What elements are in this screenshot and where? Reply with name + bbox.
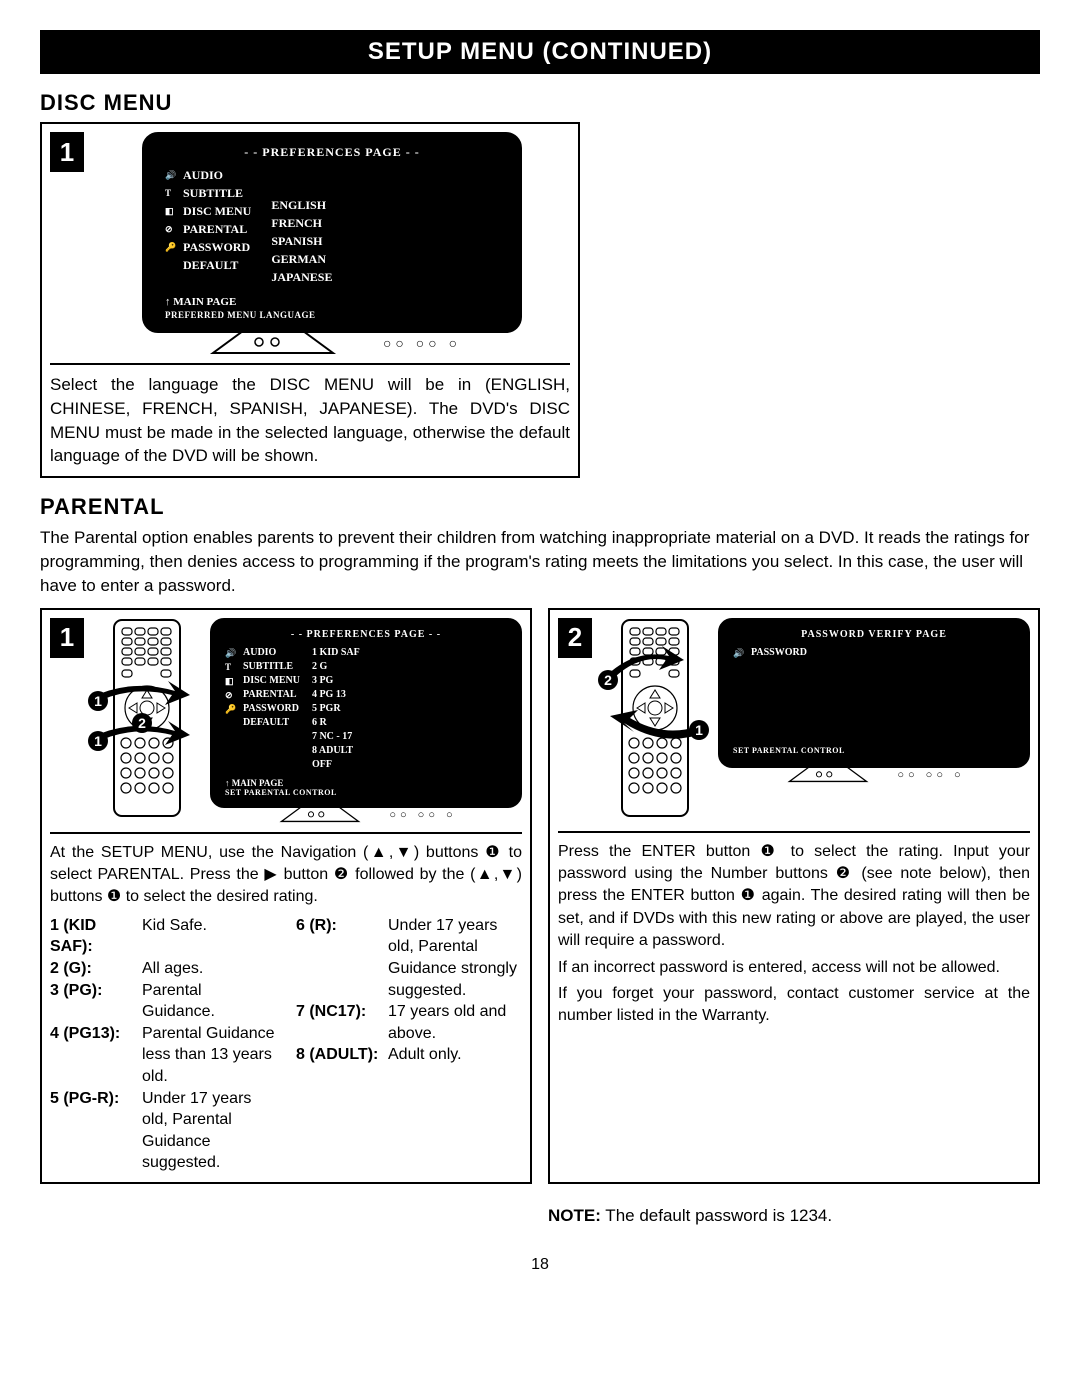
menu-item: FRENCH bbox=[271, 214, 332, 232]
step2-p2: If an incorrect password is entered, acc… bbox=[558, 957, 1030, 979]
menu-item: ⊘PARENTAL bbox=[165, 220, 251, 238]
tv-title: - - PREFERENCES PAGE - - bbox=[221, 629, 511, 640]
parental-title: PARENTAL bbox=[40, 494, 1040, 520]
tv-footer: SET PARENTAL CONTROL bbox=[729, 746, 1019, 755]
menu-item: 5 PGR bbox=[312, 702, 360, 716]
menu-item: OFF bbox=[312, 758, 360, 772]
menu-item: TSUBTITLE bbox=[165, 184, 251, 202]
menu-item: ◧DISC MENU bbox=[225, 674, 300, 688]
rating-row: 7 (NC17):17 years old and above. bbox=[296, 1001, 522, 1044]
tv-footer: PREFERRED MENU LANGUAGE bbox=[157, 308, 507, 320]
disc-menu-box: 1 - - PREFERENCES PAGE - - 🔊AUDIOTSUBTIT… bbox=[40, 122, 580, 478]
note-label: NOTE: bbox=[548, 1206, 601, 1225]
tv-screen-parental2: PASSWORD VERIFY PAGE 🔊PASSWORD SET PAREN… bbox=[718, 618, 1030, 768]
tv-title: - - PREFERENCES PAGE - - bbox=[157, 145, 507, 160]
menu-item: 6 R bbox=[312, 716, 360, 730]
tv-title: PASSWORD VERIFY PAGE bbox=[729, 629, 1019, 640]
parental-step1-box: 1 bbox=[40, 608, 532, 1184]
step-badge: 1 bbox=[50, 132, 84, 172]
step2-p3: If you forget your password, contact cus… bbox=[558, 983, 1030, 1028]
rating-row: 2 (G):All ages. bbox=[50, 958, 276, 980]
menu-item: JAPANESE bbox=[271, 268, 332, 286]
menu-item: 🔑PASSWORD bbox=[165, 238, 251, 256]
note: NOTE: The default password is 1234. bbox=[548, 1206, 1040, 1226]
menu-item: DEFAULT bbox=[165, 256, 251, 274]
menu-item: SPANISH bbox=[271, 232, 332, 250]
disc-menu-title: DISC MENU bbox=[40, 90, 1040, 116]
menu-item: ENGLISH bbox=[271, 196, 332, 214]
tv-main: ↑ MAIN PAGE bbox=[157, 296, 507, 308]
tv-stand-icon bbox=[203, 331, 343, 355]
rating-row: 1 (KID SAF):Kid Safe. bbox=[50, 915, 276, 958]
menu-item: ◧DISC MENU bbox=[165, 202, 251, 220]
menu-item: ⊘PARENTAL bbox=[225, 688, 300, 702]
menu-item: 2 G bbox=[312, 660, 360, 674]
tv-stand-icon bbox=[783, 766, 873, 784]
step-badge: 2 bbox=[558, 618, 592, 658]
tv-dots: ○○ ○○ ○ bbox=[383, 335, 461, 351]
menu-item: 🔊AUDIO bbox=[165, 166, 251, 184]
tv-dots: ○○ ○○ ○ bbox=[897, 769, 964, 781]
menu-item: DEFAULT bbox=[225, 716, 300, 730]
page-number: 18 bbox=[40, 1256, 1040, 1274]
menu-item: 3 PG bbox=[312, 674, 360, 688]
parental-intro: The Parental option enables parents to p… bbox=[40, 526, 1040, 597]
menu-item: GERMAN bbox=[271, 250, 332, 268]
rating-row: 8 (ADULT):Adult only. bbox=[296, 1044, 522, 1066]
tv-stand-icon bbox=[275, 806, 365, 824]
menu-item: 7 NC - 17 bbox=[312, 730, 360, 744]
menu-item: 1 KID SAF bbox=[312, 646, 360, 660]
header-bar: SETUP MENU (CONTINUED) bbox=[40, 30, 1040, 74]
tv-footer: SET PARENTAL CONTROL bbox=[221, 788, 511, 797]
remote-icon bbox=[600, 618, 710, 823]
tv-main: ↑ MAIN PAGE bbox=[221, 778, 511, 788]
menu-item: 4 PG 13 bbox=[312, 688, 360, 702]
menu-item: TSUBTITLE bbox=[225, 660, 300, 674]
menu-item: 8 ADULT bbox=[312, 744, 360, 758]
step1-instructions: At the SETUP MENU, use the Navigation (▲… bbox=[50, 832, 522, 909]
rating-row: 5 (PG-R):Under 17 years old, Parental Gu… bbox=[50, 1088, 276, 1174]
rating-row: 4 (PG13):Parental Guidance less than 13 … bbox=[50, 1023, 276, 1088]
menu-item: 🔊AUDIO bbox=[225, 646, 300, 660]
step-badge: 1 bbox=[50, 618, 84, 658]
disc-menu-desc: Select the language the DISC MENU will b… bbox=[50, 363, 570, 468]
menu-item: 🔊PASSWORD bbox=[733, 646, 807, 660]
tv-dots: ○○ ○○ ○ bbox=[389, 809, 456, 821]
ratings-table: 1 (KID SAF):Kid Safe.2 (G):All ages.3 (P… bbox=[50, 915, 522, 1174]
rating-row: 6 (R):Under 17 years old, Parental Guida… bbox=[296, 915, 522, 1001]
rating-row: 3 (PG):Parental Guidance. bbox=[50, 980, 276, 1023]
menu-item: 🔑PASSWORD bbox=[225, 702, 300, 716]
remote-icon bbox=[92, 618, 202, 823]
step2-instructions: Press the ENTER button ❶ to select the r… bbox=[558, 831, 1030, 1028]
note-text: The default password is 1234. bbox=[601, 1206, 832, 1225]
tv-screen-parental1: - - PREFERENCES PAGE - - 🔊AUDIOTSUBTITLE… bbox=[210, 618, 522, 808]
parental-step2-box: 2 bbox=[548, 608, 1040, 1184]
step2-p1: Press the ENTER button ❶ to select the r… bbox=[558, 841, 1030, 953]
tv-screen-disc: - - PREFERENCES PAGE - - 🔊AUDIOTSUBTITLE… bbox=[142, 132, 522, 333]
